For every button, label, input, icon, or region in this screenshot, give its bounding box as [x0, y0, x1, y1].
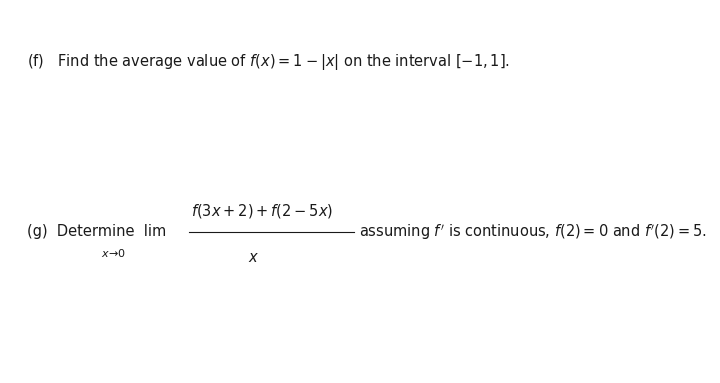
Text: $x\!\to\!0$: $x\!\to\!0$ [101, 247, 127, 259]
Text: (g)  Determine  lim: (g) Determine lim [27, 224, 166, 239]
Text: $f(3x + 2) + f(2 - 5x)$: $f(3x + 2) + f(2 - 5x)$ [191, 202, 333, 220]
Text: (f)   Find the average value of $f(x) = 1 - |x|$ on the interval $[-1, 1]$.: (f) Find the average value of $f(x) = 1 … [27, 52, 510, 72]
Text: $x$: $x$ [248, 250, 259, 265]
Text: assuming $f'$ is continuous, $f(2) = 0$ and $f'(2) = 5$.: assuming $f'$ is continuous, $f(2) = 0$ … [359, 223, 706, 242]
